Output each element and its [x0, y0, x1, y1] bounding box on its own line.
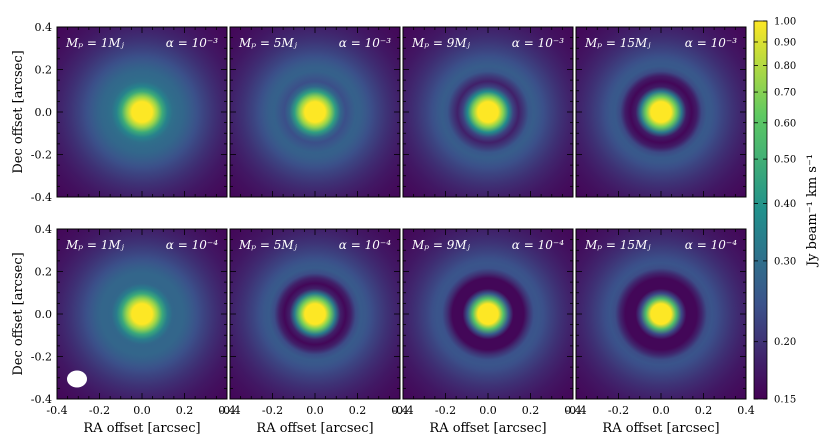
emission-map	[230, 27, 400, 197]
y-axis-title: Dec offset [arcsec]	[11, 252, 26, 375]
mass-label: Mₚ = 15Mⱼ	[584, 238, 651, 252]
x-tick-label: 0.4	[218, 404, 236, 417]
x-axis-title: RA offset [arcsec]	[83, 421, 200, 436]
y-tick-label: 0.4	[35, 223, 53, 236]
mass-label: Mₚ = 9Mⱼ	[411, 238, 471, 252]
x-axis-title: RA offset [arcsec]	[602, 421, 719, 436]
colorbar-tick-label: 1.00	[774, 17, 796, 28]
x-tick-label: -0.2	[89, 404, 110, 417]
x-tick-label: 0.0	[306, 404, 324, 417]
panel-grid: Mₚ = 1Mⱼ α = 10⁻³ Mₚ = 5Mⱼ α = 10⁻³ Mₚ = 9Mⱼ…	[56, 26, 747, 400]
emission-map	[230, 229, 400, 399]
beam-ellipse	[67, 370, 87, 388]
emission-map	[57, 27, 227, 197]
x-tick-label: -0.2	[262, 404, 283, 417]
y-tick-label: 0.4	[35, 21, 53, 34]
panel-8: Mₚ = 15Mⱼ α = 10⁻⁴	[575, 228, 747, 400]
colorbar-tick-label: 0.90	[774, 37, 796, 48]
colorbar-tick-label: 0.15	[774, 395, 796, 406]
mass-label: Mₚ = 1Mⱼ	[65, 36, 125, 50]
panel-ticks	[575, 26, 747, 198]
panel-4: Mₚ = 15Mⱼ α = 10⁻³	[575, 26, 747, 198]
y-tick-label: -0.4	[31, 393, 52, 406]
x-tick-label: -0.4	[219, 404, 240, 417]
colorbar-tick-label: 0.30	[774, 256, 796, 267]
axis-labels: 0.40.20.0-0.2-0.40.40.20.0-0.2-0.4-0.4 -0…	[11, 21, 755, 436]
mass-label: Mₚ = 15Mⱼ	[584, 36, 651, 50]
mass-label: Mₚ = 5Mⱼ	[238, 238, 298, 252]
colorbar-gradient	[754, 21, 767, 399]
y-tick-label: -0.2	[31, 351, 52, 364]
y-tick-label: 0.2	[35, 266, 53, 279]
x-tick-label: 0.4	[564, 404, 582, 417]
mass-label: Mₚ = 9Mⱼ	[411, 36, 471, 50]
alpha-label: α = 10⁻³	[685, 36, 737, 50]
mass-label: Mₚ = 5Mⱼ	[238, 36, 298, 50]
alpha-label: α = 10⁻⁴	[166, 238, 218, 252]
alpha-label: α = 10⁻⁴	[512, 238, 564, 252]
panel-ticks	[229, 228, 401, 400]
colorbar-tick-label: 0.80	[774, 61, 796, 72]
colorbar: 1.00 0.90 0.80 0.70 0.60 0.50 0.40 0.30 0.20 0.15…	[753, 17, 820, 406]
panel-ticks	[575, 228, 747, 400]
alpha-label: α = 10⁻³	[512, 36, 564, 50]
panel-2: Mₚ = 5Mⱼ α = 10⁻³	[229, 26, 401, 198]
alpha-label: α = 10⁻³	[339, 36, 391, 50]
emission-map	[576, 27, 746, 197]
alpha-label: α = 10⁻³	[166, 36, 218, 50]
alpha-label: α = 10⁻⁴	[339, 238, 391, 252]
colorbar-title: Jy beam⁻¹ km s⁻¹	[805, 154, 820, 268]
x-axis-title: RA offset [arcsec]	[429, 421, 546, 436]
x-tick-label: 0.0	[133, 404, 151, 417]
x-tick-label: 0.2	[522, 404, 540, 417]
alpha-label: α = 10⁻⁴	[685, 238, 737, 252]
panel-5: Mₚ = 1Mⱼ α = 10⁻⁴	[56, 228, 228, 400]
x-tick-label: -0.4	[565, 404, 586, 417]
x-tick-label: -0.4	[392, 404, 413, 417]
panel-3: Mₚ = 9Mⱼ α = 10⁻³	[402, 26, 574, 198]
colorbar-tick-label: 0.20	[774, 337, 796, 348]
y-tick-label: -0.4	[31, 191, 52, 204]
y-tick-label: 0.2	[35, 64, 53, 77]
panel-6: Mₚ = 5Mⱼ α = 10⁻⁴	[229, 228, 401, 400]
x-tick-label: 0.4	[391, 404, 409, 417]
x-tick-label: 0.0	[479, 404, 497, 417]
x-tick-label: -0.2	[435, 404, 456, 417]
panel-ticks	[229, 26, 401, 198]
x-tick-label: 0.4	[737, 404, 755, 417]
colorbar-tick-label: 0.60	[774, 118, 796, 129]
colorbar-tick-label: 0.50	[774, 155, 796, 166]
x-axis-title: RA offset [arcsec]	[256, 421, 373, 436]
mass-label: Mₚ = 1Mⱼ	[65, 238, 125, 252]
x-tick-label: 0.2	[176, 404, 194, 417]
panel-1: Mₚ = 1Mⱼ α = 10⁻³	[56, 26, 228, 198]
panel-ticks	[56, 228, 228, 400]
x-tick-label: -0.4	[46, 404, 67, 417]
emission-map	[57, 229, 227, 399]
x-tick-label: 0.2	[695, 404, 713, 417]
y-tick-label: -0.2	[31, 149, 52, 162]
colorbar-tick-label: 0.70	[774, 88, 796, 99]
x-tick-label: -0.2	[608, 404, 629, 417]
x-tick-label: 0.2	[349, 404, 367, 417]
y-tick-label: 0.0	[35, 308, 53, 321]
panel-ticks	[402, 228, 574, 400]
y-tick-label: 0.0	[35, 106, 53, 119]
emission-map	[576, 229, 746, 399]
x-tick-label: 0.0	[652, 404, 670, 417]
panel-7: Mₚ = 9Mⱼ α = 10⁻⁴	[402, 228, 574, 400]
panel-ticks	[402, 26, 574, 198]
emission-map	[403, 229, 573, 399]
panel-ticks	[56, 26, 228, 198]
colorbar-frame	[753, 20, 768, 400]
emission-map	[403, 27, 573, 197]
colorbar-tick-label: 0.40	[774, 199, 796, 210]
y-axis-title: Dec offset [arcsec]	[11, 50, 26, 173]
